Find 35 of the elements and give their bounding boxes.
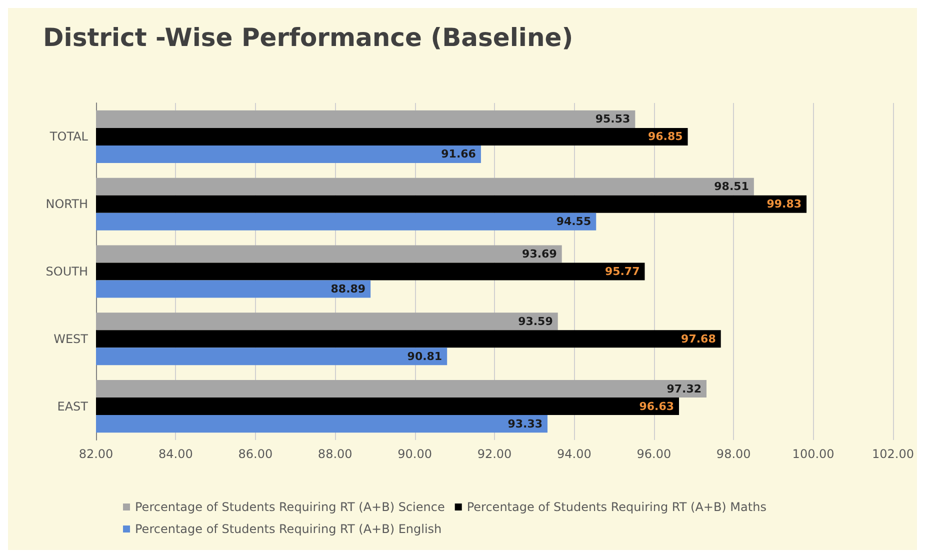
chart-title: District -Wise Performance (Baseline) [43, 23, 574, 52]
data-label: 88.89 [330, 282, 366, 296]
x-tick-label: 90.00 [398, 447, 432, 461]
data-label: 96.85 [648, 130, 683, 144]
x-tick-label: 86.00 [238, 447, 273, 461]
data-label: 96.63 [639, 400, 674, 413]
legend-label: Percentage of Students Requiring RT (A+B) English [135, 522, 442, 536]
data-label: 93.59 [518, 314, 553, 328]
legend-label: Percentage of Students Requiring RT (A+B) Maths [466, 500, 766, 514]
data-label: 97.32 [666, 382, 702, 396]
y-tick-label: EAST [57, 399, 89, 414]
x-tick-label: 102.00 [872, 447, 914, 461]
data-label: 90.81 [407, 350, 442, 363]
y-tick-label: TOTAL [48, 130, 88, 144]
data-label: 97.68 [681, 332, 716, 346]
data-label: 99.83 [766, 198, 802, 211]
x-tick-label: 88.00 [318, 447, 352, 461]
data-label: 95.77 [604, 265, 640, 278]
data-label: 91.66 [441, 148, 476, 161]
x-tick-label: 82.00 [78, 447, 114, 461]
x-tick-label: 96.00 [636, 447, 672, 461]
y-tick-label: WEST [54, 332, 89, 346]
data-label: 93.69 [522, 247, 557, 260]
y-tick-label: SOUTH [46, 264, 88, 278]
legend-label: Percentage of Students Requiring RT (A+B) Science [135, 500, 445, 514]
data-label: 93.33 [508, 417, 543, 430]
x-tick-label: 84.00 [158, 447, 193, 461]
data-label: 94.55 [556, 215, 592, 228]
x-tick-label: 98.00 [716, 447, 751, 461]
x-tick-label: 94.00 [557, 447, 592, 461]
data-label: 95.53 [595, 112, 630, 126]
data-label: 98.51 [714, 180, 749, 194]
y-tick-label: NORTH [46, 197, 88, 212]
x-tick-label: 100.00 [792, 447, 834, 461]
x-tick-label: 92.00 [477, 447, 512, 461]
